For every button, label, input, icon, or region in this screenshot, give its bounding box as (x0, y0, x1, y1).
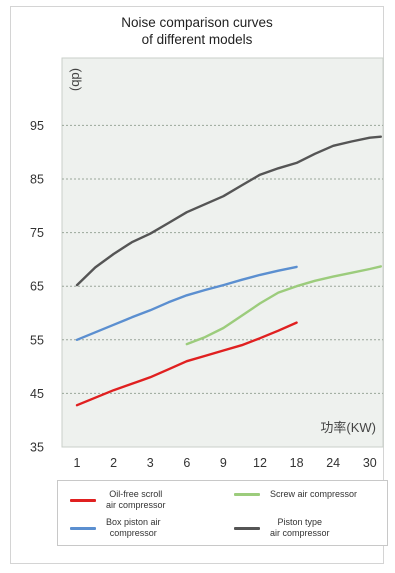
y-tick-label: 55 (30, 333, 44, 347)
legend-label-line: compressor (109, 528, 157, 538)
legend-label: Box piston air compressor (106, 517, 161, 539)
y-axis-ticks: 35 45 55 65 75 85 95 (30, 119, 44, 455)
x-tick-label: 2 (110, 456, 117, 470)
legend-label: Oil-free scroll air compressor (106, 489, 166, 511)
chart-title-line-1: Noise comparison curves (121, 15, 273, 30)
x-tick-label: 3 (147, 456, 154, 470)
plot-area (61, 57, 384, 448)
y-tick-label: 75 (30, 226, 44, 240)
legend-item: Screw air compressor (234, 489, 357, 500)
legend-label-line: Oil-free scroll (109, 489, 163, 499)
x-axis-ticks: 1 2 3 6 9 12 18 24 30 (74, 456, 377, 470)
x-tick-label: 24 (326, 456, 340, 470)
legend-item: Piston type air compressor (234, 517, 330, 539)
legend-swatch (70, 526, 96, 530)
legend-item: Oil-free scroll air compressor (70, 489, 166, 511)
legend-swatch (70, 498, 96, 502)
chart-title-line-2: of different models (141, 32, 253, 47)
x-tick-label: 6 (183, 456, 190, 470)
x-tick-label: 9 (220, 456, 227, 470)
y-tick-label: 45 (30, 387, 44, 401)
y-axis-label: (db) (69, 68, 84, 91)
legend-label-line: Piston type (277, 517, 323, 527)
chart-title: Noise comparison curves of different mod… (10, 14, 384, 48)
legend-label-line: air compressor (270, 528, 330, 538)
series-line-1 (75, 265, 298, 341)
y-tick-label: 95 (30, 119, 44, 133)
series-lines (75, 135, 382, 407)
legend-label: Piston type air compressor (270, 517, 330, 539)
series-line-2 (185, 265, 382, 346)
legend-item: Box piston air compressor (70, 517, 161, 539)
legend-swatch (234, 526, 260, 530)
x-tick-label: 1 (74, 456, 81, 470)
legend-label-line: Screw air compressor (270, 489, 358, 499)
legend-label-line: air compressor (106, 500, 166, 510)
series-line-0 (75, 321, 298, 407)
y-tick-label: 65 (30, 280, 44, 294)
legend-label: Screw air compressor (270, 489, 357, 500)
x-axis-label: 功率(KW) (320, 420, 376, 435)
y-tick-label: 35 (30, 441, 44, 455)
legend-swatch (234, 493, 260, 496)
chart-legend: Oil-free scroll air compressor Screw air c… (57, 480, 388, 546)
series-line-3 (75, 135, 382, 287)
legend-label-line: Box piston air (106, 517, 161, 527)
x-tick-label: 12 (253, 456, 267, 470)
x-tick-label: 30 (363, 456, 377, 470)
y-tick-label: 85 (30, 173, 44, 187)
x-tick-label: 18 (290, 456, 304, 470)
